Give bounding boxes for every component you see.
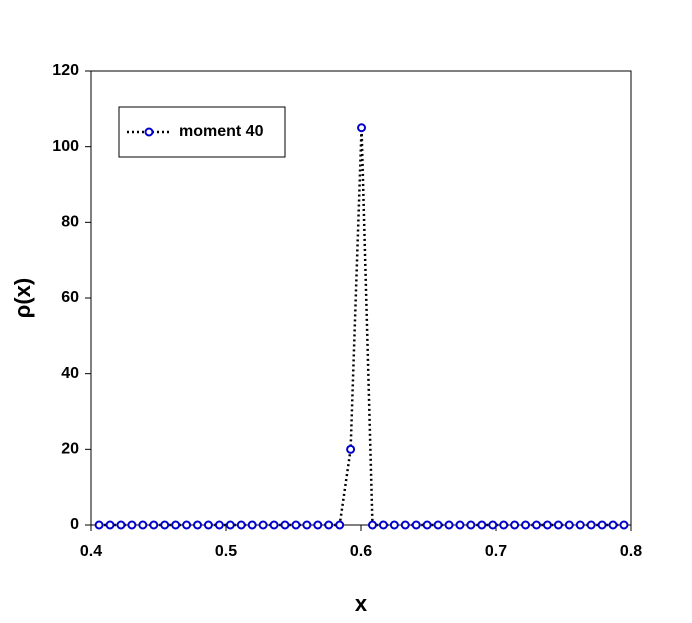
- marker: [346, 444, 356, 454]
- marker: [400, 520, 410, 530]
- marker: [619, 520, 629, 530]
- marker: [160, 520, 170, 530]
- marker: [389, 520, 399, 530]
- marker: [105, 520, 115, 530]
- marker: [94, 520, 104, 530]
- x-tick-label: 0.7: [485, 543, 507, 560]
- marker: [149, 520, 159, 530]
- marker: [193, 520, 203, 530]
- marker: [608, 520, 618, 530]
- marker: [182, 520, 192, 530]
- series-line: [99, 127, 624, 527]
- marker: [488, 520, 498, 530]
- marker: [335, 520, 345, 530]
- marker: [422, 520, 432, 530]
- marker: [258, 520, 268, 530]
- marker: [521, 520, 531, 530]
- marker: [564, 520, 574, 530]
- marker: [510, 520, 520, 530]
- marker: [433, 520, 443, 530]
- x-tick-label: 0.4: [80, 543, 102, 560]
- y-tick-label: 60: [61, 289, 79, 306]
- marker: [367, 520, 377, 530]
- marker: [532, 520, 541, 530]
- marker: [225, 520, 235, 530]
- y-tick-label: 20: [61, 441, 79, 458]
- y-tick-label: 120: [52, 62, 79, 79]
- marker: [411, 520, 421, 530]
- marker: [269, 520, 279, 530]
- marker: [575, 520, 585, 530]
- marker: [324, 520, 334, 530]
- marker: [280, 520, 290, 530]
- y-tick-label: 40: [61, 365, 79, 382]
- legend-marker: [144, 127, 154, 137]
- marker: [236, 520, 246, 530]
- y-axis-label: ρ(x): [10, 278, 35, 319]
- x-axis-label: x: [355, 591, 368, 616]
- marker: [357, 123, 367, 133]
- marker: [203, 520, 213, 530]
- marker: [138, 520, 148, 530]
- marker: [214, 520, 224, 530]
- marker: [116, 520, 126, 530]
- marker: [477, 520, 487, 530]
- marker: [455, 520, 465, 530]
- y-tick-label: 0: [70, 516, 79, 533]
- x-tick-label: 0.6: [350, 543, 372, 560]
- marker: [444, 520, 454, 530]
- marker: [171, 520, 181, 530]
- marker: [378, 520, 388, 530]
- x-tick-label: 0.8: [620, 543, 642, 560]
- marker: [247, 520, 257, 530]
- y-tick-label: 100: [52, 138, 79, 155]
- marker: [586, 520, 596, 530]
- marker: [466, 520, 476, 530]
- marker: [313, 520, 323, 530]
- marker: [291, 520, 301, 530]
- marker: [499, 520, 509, 530]
- marker: [302, 520, 312, 530]
- marker: [553, 520, 563, 530]
- x-tick-label: 0.5: [215, 543, 237, 560]
- marker: [597, 520, 607, 530]
- legend-label: moment 40: [179, 123, 264, 140]
- marker: [542, 520, 552, 530]
- marker: [127, 520, 137, 530]
- y-tick-label: 80: [61, 214, 79, 231]
